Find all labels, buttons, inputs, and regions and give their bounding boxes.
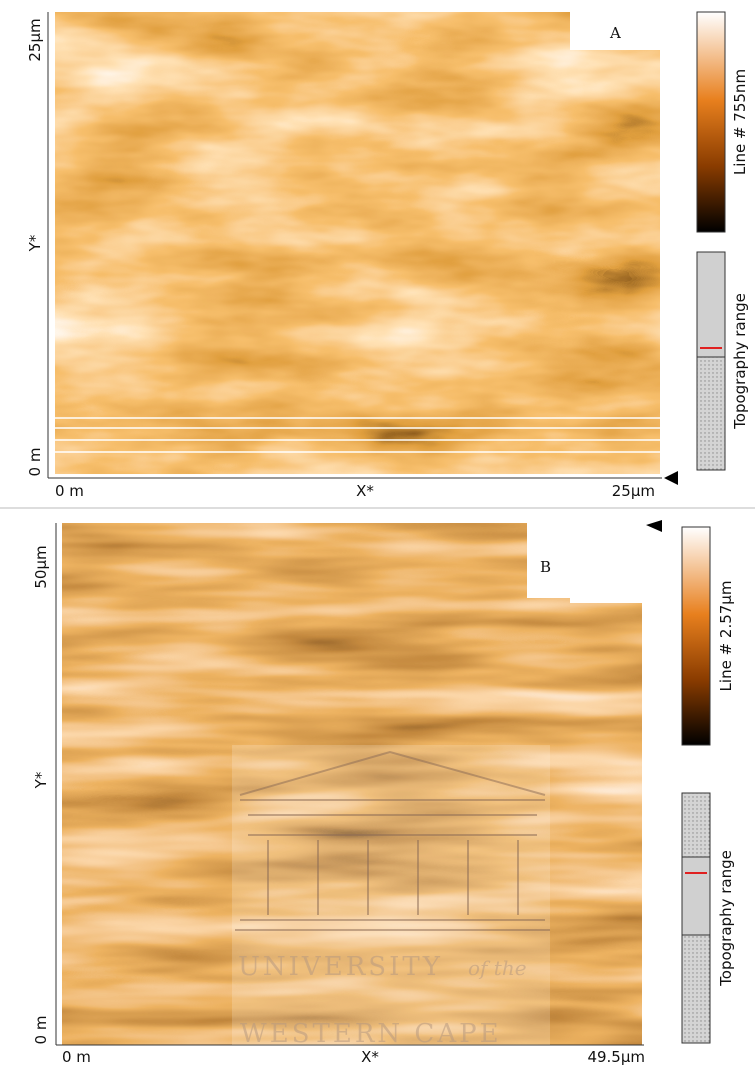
scan-gap (570, 12, 660, 50)
watermark-line2: WESTERN CAPE (240, 1019, 502, 1049)
range-label: Topography range (731, 293, 749, 430)
color-bar-label: Line # 2.57µm (717, 581, 735, 692)
panel-a: A 25µm Y* 0 m 0 m X* 25µm Line # 755nm T… (26, 11, 749, 500)
y-top: 25µm (26, 18, 44, 61)
range-label: Topography range (717, 850, 735, 987)
afm-image (62, 523, 642, 1045)
scan-gap (570, 598, 642, 603)
x-left: 0 m (55, 482, 84, 500)
panel-label: A (609, 24, 621, 42)
marker (664, 471, 678, 485)
x-title: X* (356, 482, 374, 500)
range-window (681, 856, 711, 936)
color-bar (696, 11, 726, 233)
watermark: UNIVERSITY of the WESTERN CAPE (232, 745, 550, 1049)
watermark-line1: UNIVERSITY (238, 952, 443, 982)
y-title: Y* (32, 771, 50, 789)
y-title: Y* (26, 234, 44, 252)
x-left: 0 m (62, 1048, 91, 1066)
x-right: 25µm (612, 482, 655, 500)
scan-lines (55, 417, 660, 453)
y-bottom: 0 m (26, 448, 44, 477)
panel-label: B (540, 558, 551, 576)
range-bar-lower (696, 356, 726, 471)
x-right: 49.5µm (587, 1048, 645, 1066)
y-top: 50µm (32, 545, 50, 588)
panel-b: B 50µm Y* 0 m 0 m X* 49.5µm Line # 2.57µ… (32, 520, 735, 1066)
afm-image (55, 12, 660, 474)
color-bar-label: Line # 755nm (731, 69, 749, 175)
marker (646, 520, 662, 532)
color-bar (681, 526, 711, 746)
scan-gap (527, 523, 642, 598)
x-title: X* (361, 1048, 379, 1066)
y-bottom: 0 m (32, 1016, 50, 1045)
watermark-italic: of the (468, 956, 527, 980)
